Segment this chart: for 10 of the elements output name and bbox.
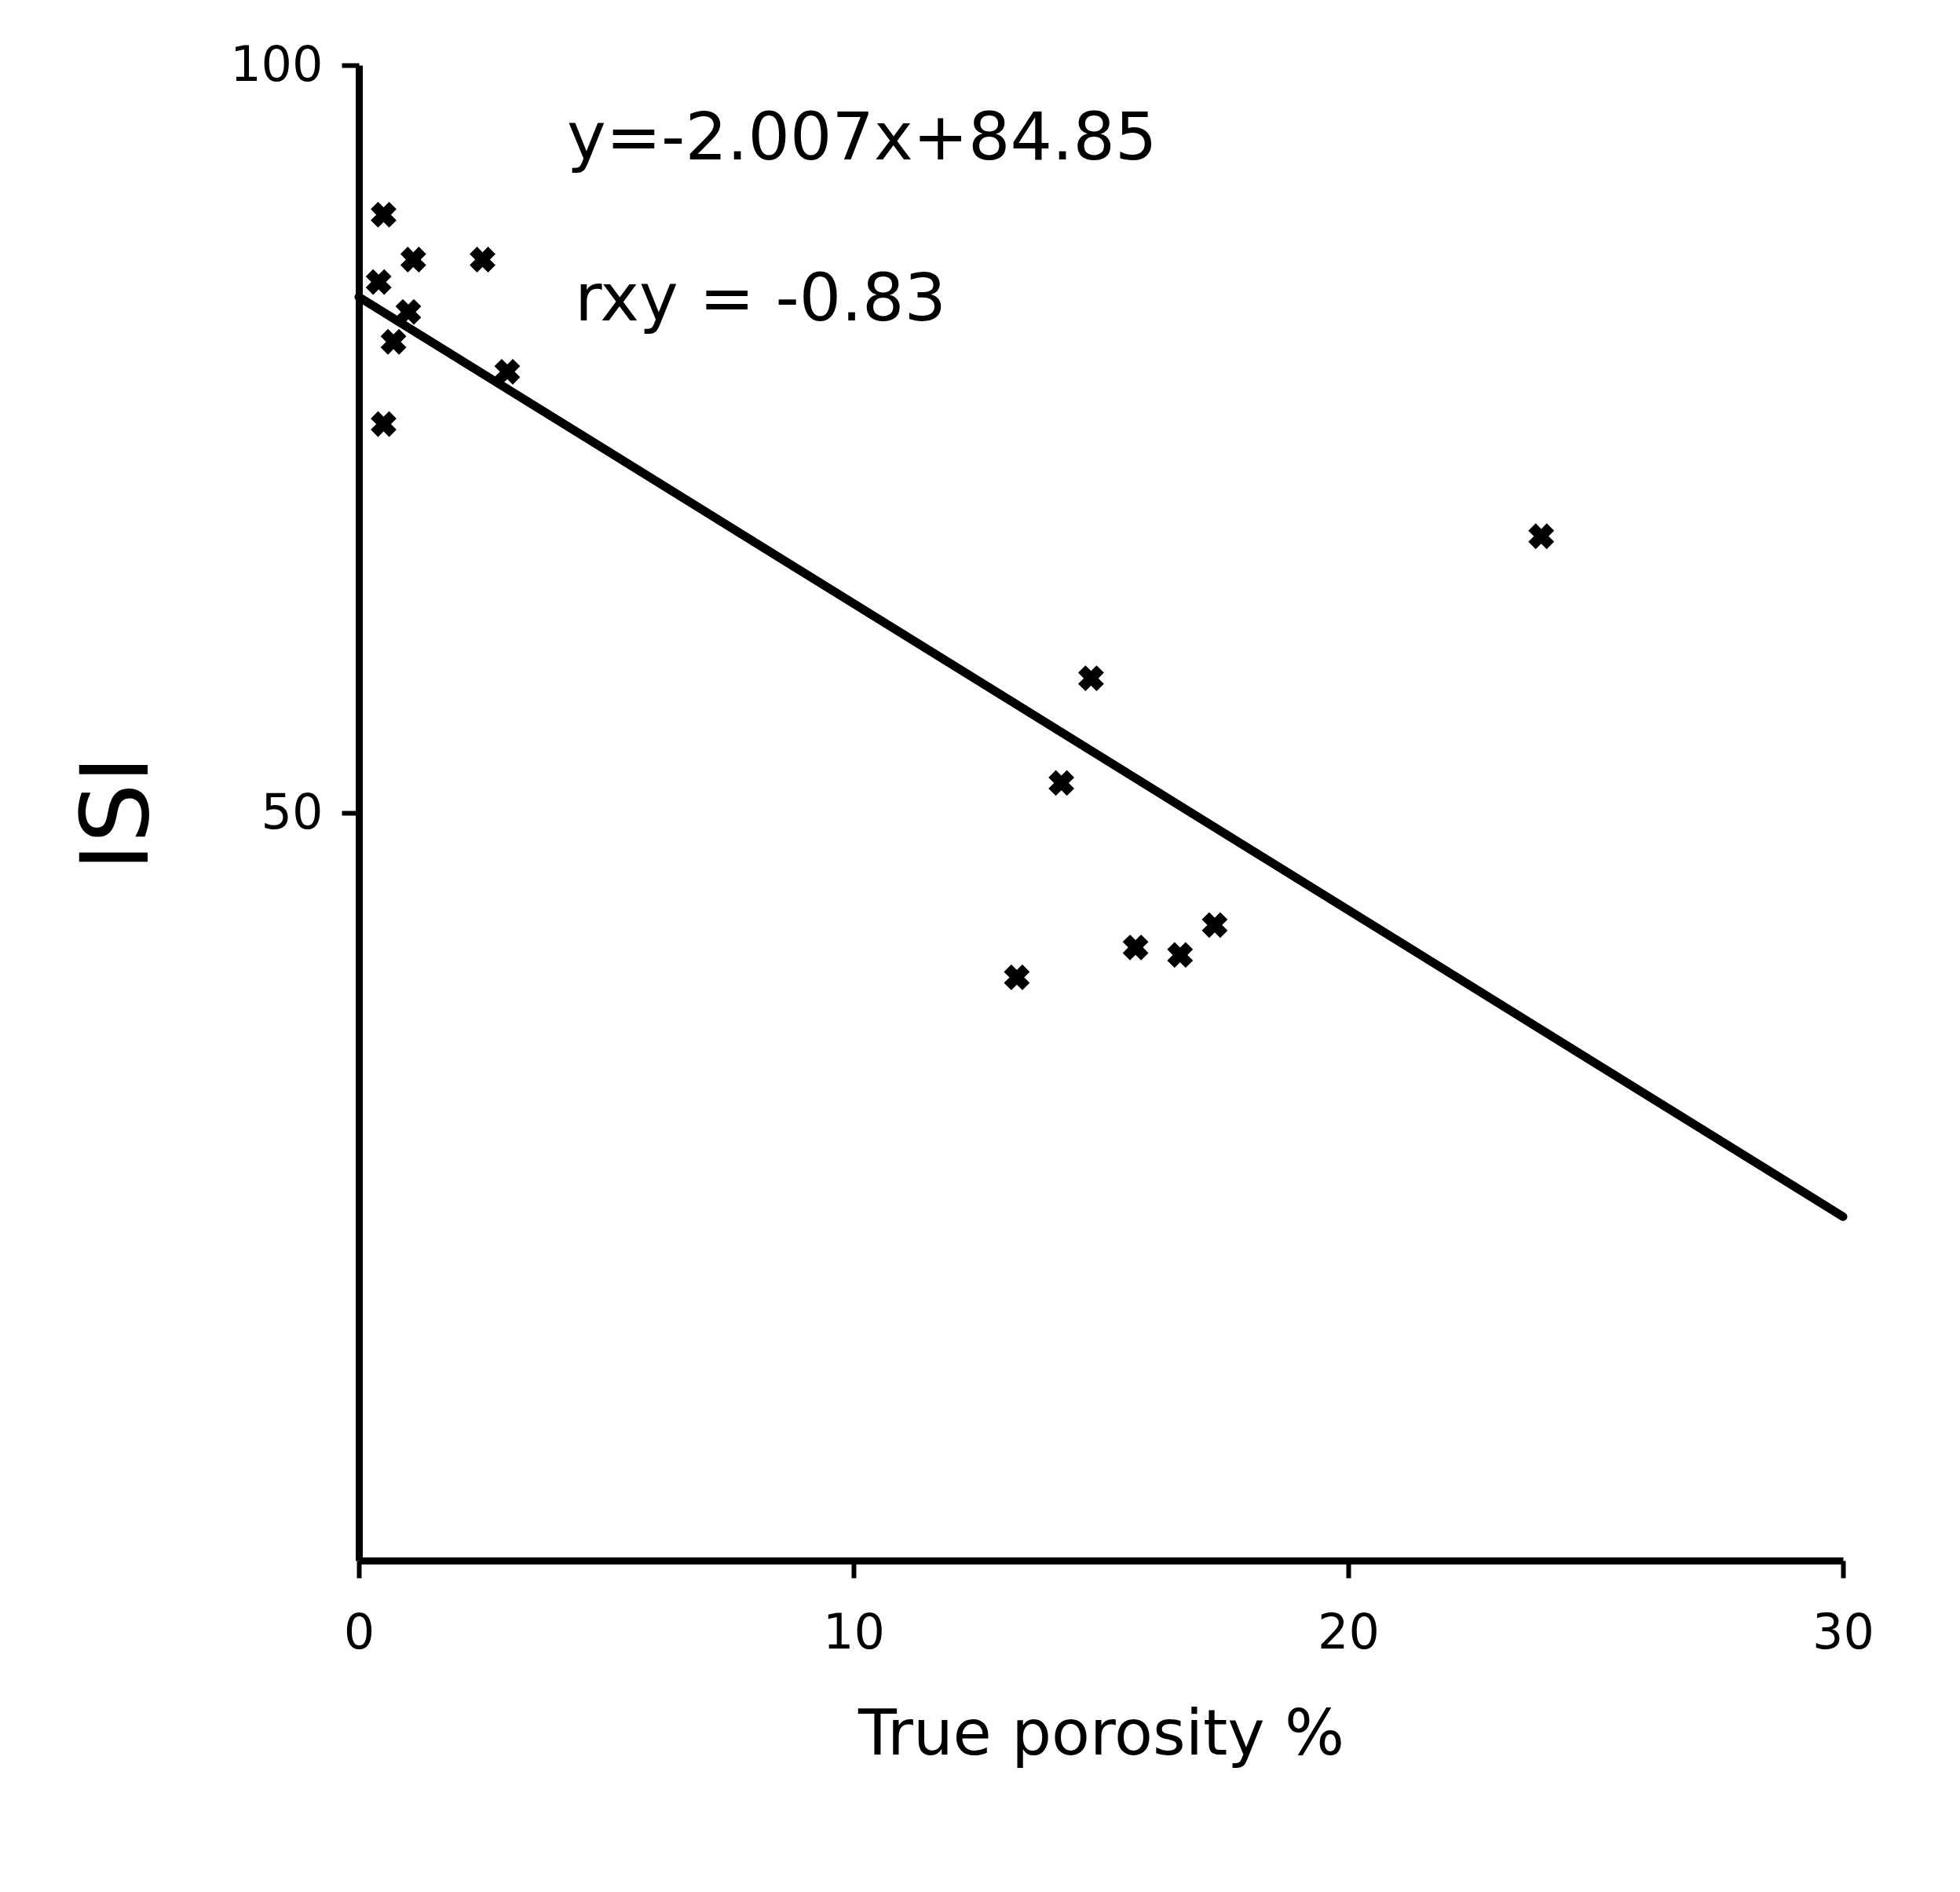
x-tick-label: 20 [1318, 1602, 1380, 1660]
annotation: rxy = -0.83 [575, 259, 946, 336]
annotation: y=-2.007x+84.85 [567, 98, 1157, 175]
y-tick-label: 50 [261, 782, 324, 840]
x-axis-title: True porosity % [857, 1696, 1345, 1769]
y-axis-title: ISI [60, 756, 170, 871]
x-tick-label: 30 [1812, 1602, 1874, 1660]
y-tick-label: 100 [230, 35, 324, 93]
x-tick-label: 10 [823, 1602, 885, 1660]
x-tick-label: 0 [343, 1602, 375, 1660]
